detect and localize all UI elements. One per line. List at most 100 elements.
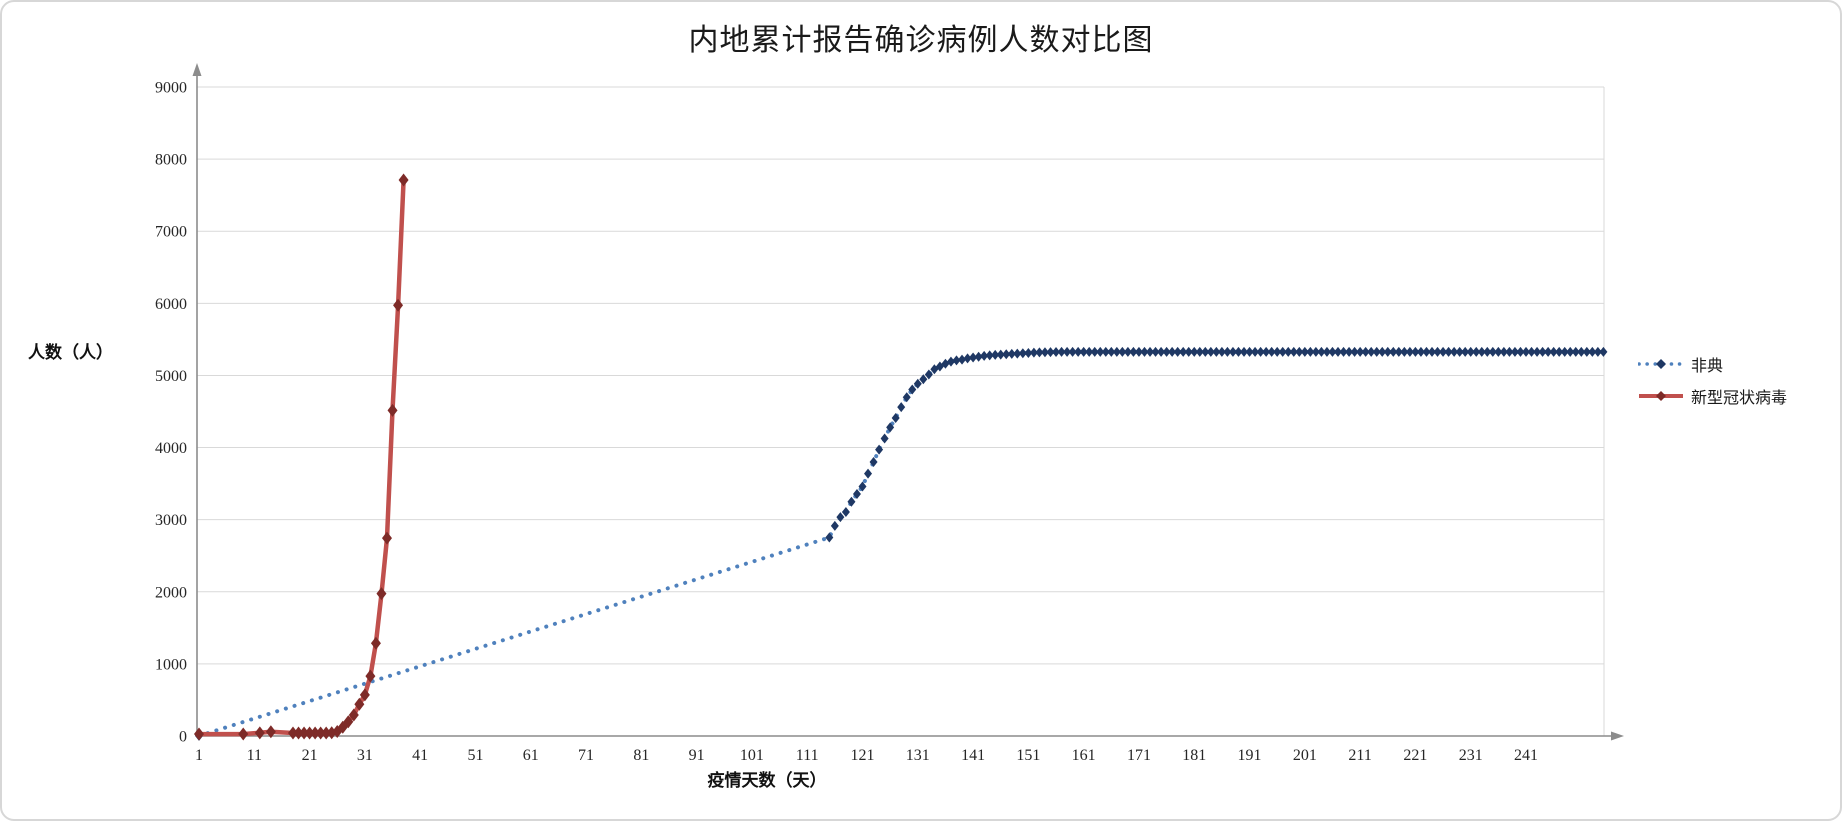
data-point-marker — [1444, 346, 1453, 357]
data-point-marker — [293, 726, 304, 740]
data-point-marker — [393, 298, 404, 312]
data-point-marker — [1394, 346, 1403, 357]
axes — [192, 63, 1624, 741]
data-point-marker — [1311, 346, 1320, 357]
data-point-marker — [1322, 346, 1331, 357]
data-point-marker — [381, 531, 392, 545]
data-point-marker — [1494, 346, 1503, 357]
data-point-marker — [1057, 346, 1066, 357]
y-tick-label: 3000 — [155, 512, 187, 529]
x-tick-label: 81 — [633, 747, 649, 764]
data-point-marker — [1251, 346, 1260, 357]
data-point-marker — [365, 669, 376, 683]
data-point-marker — [858, 481, 867, 492]
data-point-marker — [254, 726, 265, 740]
data-point-marker — [913, 378, 922, 389]
x-tick-label: 131 — [906, 747, 930, 764]
data-point-marker — [348, 708, 359, 722]
data-point-marker — [869, 457, 878, 468]
data-point-marker — [908, 384, 917, 395]
data-point-marker — [1599, 346, 1608, 357]
x-tick-label: 71 — [578, 747, 594, 764]
x-tick-labels: 1 11 21 31 41 51 61 71 81 91 101 111 121 131 141 151 161… — [195, 747, 1538, 764]
data-point-marker — [1190, 346, 1199, 357]
data-point-marker — [1472, 346, 1481, 357]
data-point-marker — [1101, 346, 1110, 357]
legend-label-sars: 非典 — [1691, 358, 1724, 375]
legend-label-ncov: 新型冠状病毒 — [1691, 390, 1788, 407]
data-point-marker — [1361, 346, 1370, 357]
y-tick-label: 5000 — [155, 368, 187, 385]
data-point-marker — [1206, 346, 1215, 357]
data-point-marker — [1306, 346, 1315, 357]
data-point-marker — [354, 697, 365, 711]
data-point-marker — [1317, 346, 1326, 357]
data-point-marker — [952, 355, 961, 366]
data-point-marker — [1582, 346, 1591, 357]
x-tick-label: 211 — [1348, 747, 1371, 764]
y-axis-title: 人数（人） — [28, 343, 113, 362]
data-point-marker — [1356, 346, 1365, 357]
data-point-marker — [1240, 346, 1249, 357]
x-tick-label: 31 — [357, 747, 373, 764]
data-point-marker — [1328, 346, 1337, 357]
data-point-marker — [1345, 346, 1354, 357]
data-point-marker — [1400, 346, 1409, 357]
data-point-marker — [1571, 346, 1580, 357]
data-point-marker — [1223, 346, 1232, 357]
legend-marker-sample — [1656, 359, 1666, 369]
data-point-marker — [1284, 346, 1293, 357]
data-point-marker — [980, 350, 989, 361]
data-point-marker — [902, 392, 911, 403]
data-point-marker — [1577, 346, 1586, 357]
data-point-marker — [836, 512, 845, 523]
data-point-marker — [1134, 346, 1143, 357]
x-tick-label: 91 — [689, 747, 705, 764]
data-point-marker — [924, 369, 933, 380]
data-point-marker — [841, 507, 850, 518]
data-point-marker — [1140, 346, 1149, 357]
data-point-marker — [880, 433, 889, 444]
y-tick-label: 8000 — [155, 152, 187, 169]
data-point-marker — [1405, 346, 1414, 357]
x-tick-label: 121 — [851, 747, 875, 764]
series-line — [199, 179, 406, 737]
data-point-marker — [919, 374, 928, 385]
data-point-marker — [864, 468, 873, 479]
data-point-marker — [1184, 346, 1193, 357]
data-point-marker — [1560, 346, 1569, 357]
data-point-marker — [1273, 346, 1282, 357]
data-point-marker — [1013, 348, 1022, 359]
data-point-marker — [1151, 346, 1160, 357]
data-point-marker — [1416, 346, 1425, 357]
data-point-marker — [1334, 346, 1343, 357]
y-tick-label: 4000 — [155, 440, 187, 457]
x-axis-title: 疫情天数（天） — [707, 771, 827, 790]
data-point-marker — [1245, 346, 1254, 357]
data-point-marker — [194, 727, 204, 741]
data-point-marker — [1350, 346, 1359, 357]
data-point-marker — [1267, 346, 1276, 357]
data-point-marker — [1173, 346, 1182, 357]
x-tick-label: 111 — [796, 747, 819, 764]
data-point-marker — [969, 352, 978, 363]
data-point-marker — [1046, 347, 1055, 358]
data-point-marker — [1588, 346, 1597, 357]
data-point-marker — [370, 636, 381, 650]
data-point-marker — [1477, 346, 1486, 357]
data-point-marker — [847, 496, 856, 507]
data-point-marker — [1052, 347, 1061, 358]
data-point-marker — [304, 726, 315, 740]
data-point-marker — [1096, 346, 1105, 357]
data-point-marker — [825, 532, 834, 543]
data-point-marker — [1461, 346, 1470, 357]
x-tick-label: 61 — [523, 747, 539, 764]
x-tick-label: 171 — [1127, 747, 1151, 764]
data-point-marker — [1510, 346, 1519, 357]
data-point-marker — [287, 726, 298, 740]
data-point-marker — [1262, 346, 1271, 357]
data-point-marker — [1085, 346, 1094, 357]
data-point-marker — [1411, 346, 1420, 357]
ncov-solid-line-icon — [1639, 391, 1683, 401]
